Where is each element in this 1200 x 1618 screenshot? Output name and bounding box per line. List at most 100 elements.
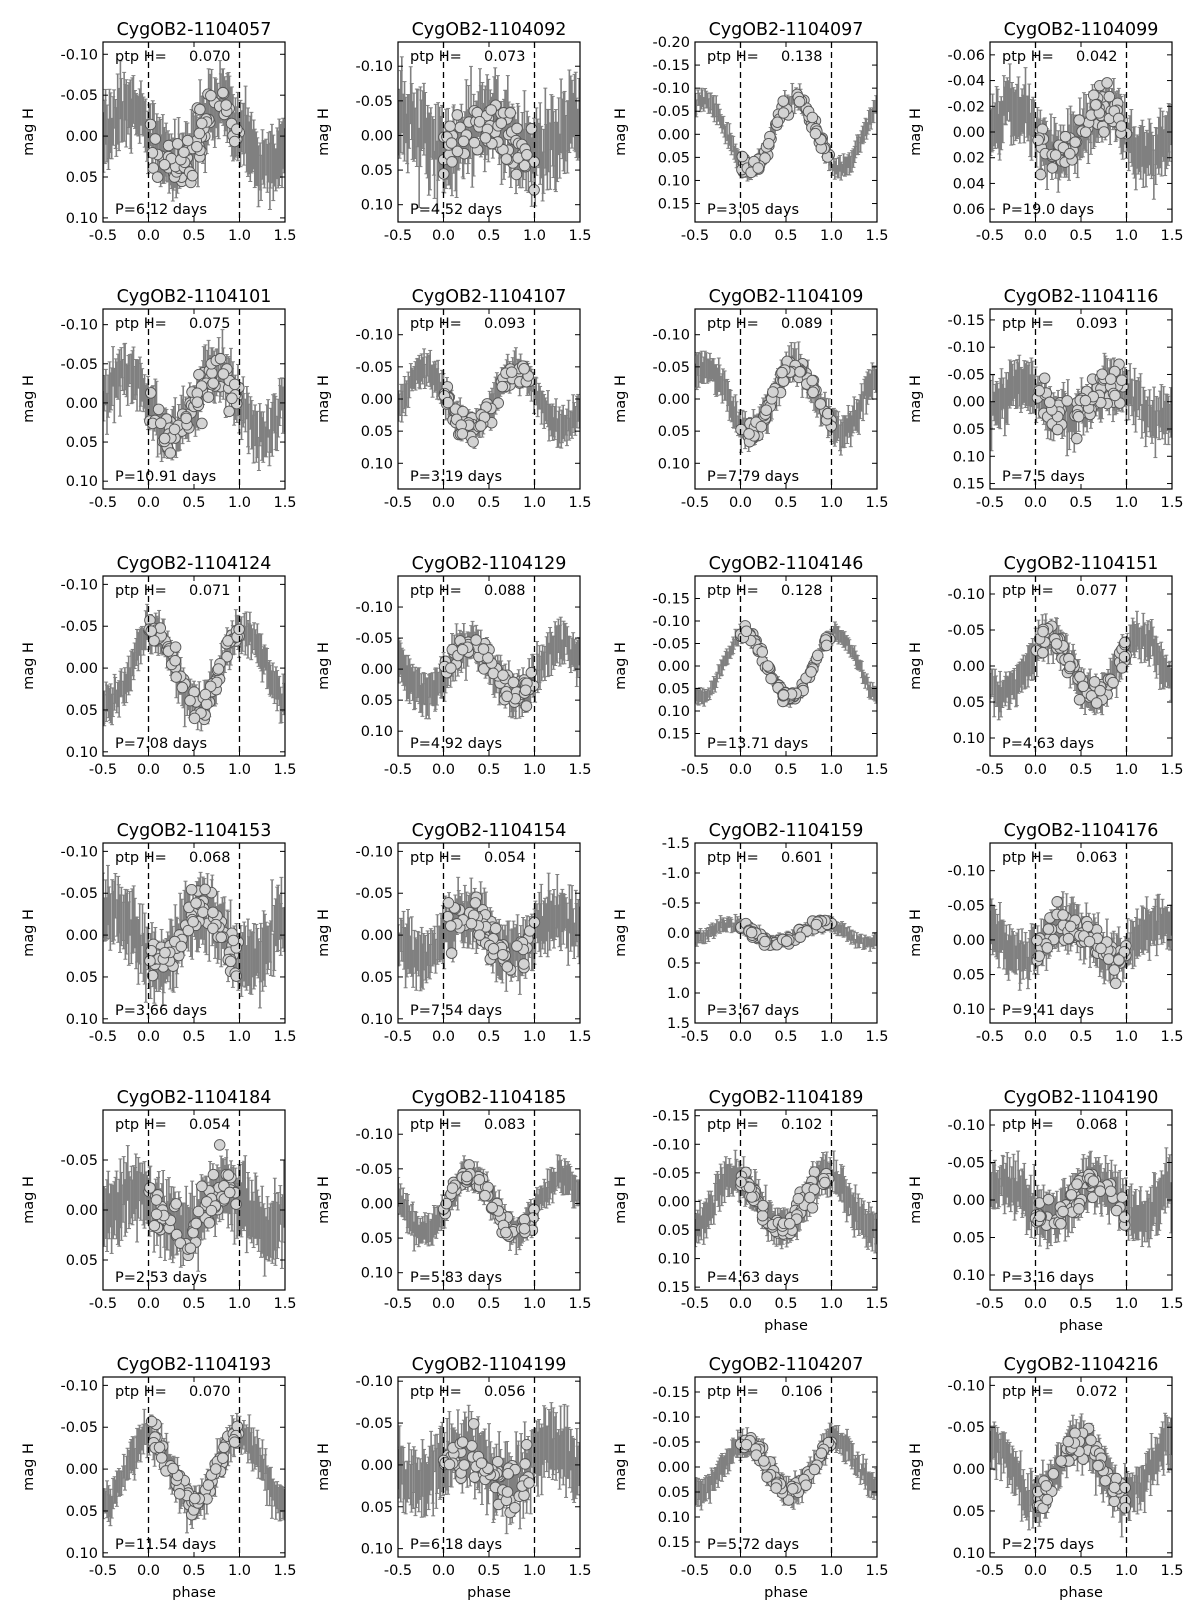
data-point — [1059, 130, 1072, 143]
y-tick-label: 0.04 — [953, 176, 985, 192]
data-point — [822, 407, 834, 420]
y-tick-label: 0.10 — [66, 211, 98, 227]
data-point — [207, 377, 220, 389]
x-tick-label: 1.5 — [865, 228, 888, 244]
y-tick-label: -0.10 — [355, 328, 393, 344]
y-tick-label: 0.05 — [953, 422, 985, 438]
data-point — [793, 95, 806, 108]
data-point — [231, 123, 243, 135]
y-tick-label: -0.10 — [652, 81, 690, 97]
y-tick-label: -0.20 — [652, 35, 690, 51]
x-tick-label: 1.0 — [523, 495, 546, 511]
y-tick-label: -0.05 — [355, 94, 393, 110]
data-point — [220, 99, 232, 111]
data-point — [217, 368, 230, 380]
y-tick-label: -0.05 — [60, 357, 98, 373]
y-axis-label: mag H — [613, 375, 629, 423]
x-tick-label: -0.5 — [681, 228, 709, 244]
data-point — [164, 447, 177, 459]
x-tick-label: 1.0 — [228, 495, 251, 511]
data-point — [451, 145, 464, 158]
data-point — [505, 366, 518, 378]
period-label: P=19.0 days — [1002, 202, 1094, 218]
data-point — [456, 428, 469, 440]
y-tick-label: 0.10 — [361, 198, 393, 214]
period-label: P=3.05 days — [707, 202, 799, 218]
data-point — [1051, 423, 1064, 436]
x-tick-label: 1.5 — [1160, 495, 1183, 511]
data-point — [807, 386, 819, 399]
data-point — [814, 398, 827, 410]
data-point — [214, 352, 227, 365]
y-tick-label: 0.00 — [361, 392, 393, 408]
data-point — [1049, 149, 1062, 161]
data-point — [1043, 396, 1056, 409]
data-point — [188, 712, 201, 725]
x-tick-label: 1.5 — [568, 495, 591, 511]
data-point — [1071, 432, 1083, 445]
data-point — [479, 132, 492, 144]
data-point — [144, 118, 157, 131]
y-axis-label: mag H — [613, 108, 629, 156]
y-tick-label: -0.04 — [947, 74, 985, 90]
data-point — [154, 417, 167, 430]
light-curve-panel: -0.5 0.0 0.5 1.0 1.5 -0.10 -0.05 0.00 0.05 0.10 ma… — [21, 287, 297, 511]
data-point — [1096, 368, 1108, 380]
data-point — [1064, 148, 1076, 160]
data-point — [771, 116, 784, 128]
data-point — [444, 120, 456, 132]
data-point — [457, 135, 470, 148]
data-point — [1046, 162, 1059, 174]
data-point — [228, 378, 241, 391]
y-tick-label: -0.05 — [652, 360, 690, 376]
ptp-label: ptp H= — [1002, 316, 1054, 332]
y-tick-label: 0.06 — [953, 202, 985, 218]
data-point — [194, 103, 206, 116]
data-point — [510, 168, 523, 181]
ptp-value: 0.138 — [781, 49, 823, 65]
data-point — [1033, 385, 1045, 397]
data-point — [217, 86, 229, 99]
x-tick-label: 0.5 — [774, 495, 797, 511]
data-point — [1090, 99, 1102, 111]
data-point — [776, 366, 788, 379]
data-point — [223, 405, 235, 418]
y-tick-label: 0.10 — [658, 456, 690, 472]
ptp-value: 0.089 — [781, 316, 823, 332]
data-point — [180, 412, 192, 425]
ptp-label: ptp H= — [115, 49, 167, 65]
data-point — [504, 107, 517, 119]
data-point — [204, 680, 217, 693]
light-curve-panel: -0.5 0.0 0.5 1.0 1.5 -0.15 -0.10 -0.05 0.00 0.05 0… — [908, 287, 1184, 511]
data-point — [806, 111, 819, 124]
data-point — [158, 159, 171, 171]
data-point — [1079, 126, 1092, 138]
x-tick-label: 1.5 — [865, 495, 888, 511]
y-tick-label: 0.00 — [66, 396, 98, 412]
data-point — [518, 159, 531, 172]
data-point — [191, 140, 203, 153]
data-point — [145, 387, 157, 399]
data-point — [181, 134, 194, 147]
y-tick-label: 0.02 — [953, 151, 985, 167]
ptp-value: 0.070 — [189, 49, 231, 65]
x-tick-label: -0.5 — [384, 495, 412, 511]
x-tick-label: 0.0 — [729, 495, 752, 511]
data-point — [777, 95, 789, 107]
y-tick-label: -0.05 — [652, 104, 690, 120]
x-tick-label: 0.5 — [477, 228, 500, 244]
x-tick-label: 0.0 — [432, 228, 455, 244]
data-point — [1032, 134, 1044, 146]
light-curve-panel: -0.5 0.0 0.5 1.0 1.5 -0.10 -0.05 0.00 0.05 0.10 ma… — [613, 287, 889, 511]
data-point — [1116, 374, 1128, 386]
panel-title: CygOB2-1104109 — [709, 287, 864, 307]
panel-title: CygOB2-1104057 — [117, 20, 272, 40]
x-tick-label: 0.0 — [729, 228, 752, 244]
data-point — [193, 368, 205, 381]
period-label: P=6.12 days — [115, 202, 207, 218]
data-point — [809, 127, 822, 140]
x-tick-label: 0.0 — [137, 228, 160, 244]
y-tick-label: 0.00 — [361, 128, 393, 144]
data-point — [170, 671, 182, 683]
y-tick-label: 0.05 — [361, 424, 393, 440]
